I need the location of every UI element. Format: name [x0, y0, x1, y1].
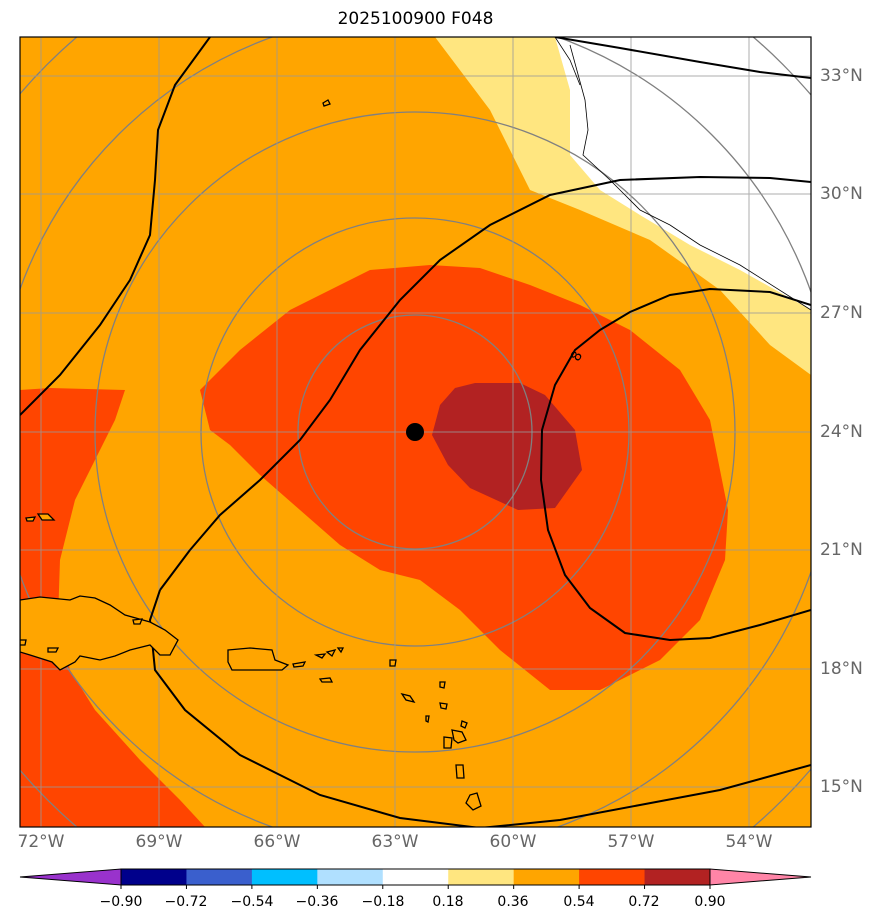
thin-lines — [554, 37, 811, 311]
field-white — [555, 37, 811, 310]
islands — [20, 99, 482, 811]
colorbar-tick-label: 0.72 — [628, 894, 660, 910]
lat-label: 33°N — [820, 66, 863, 86]
colorbar-segment — [644, 869, 711, 885]
colorbar-segment — [579, 869, 646, 885]
colorbar-segment — [448, 869, 515, 885]
colorbar-segment — [382, 869, 449, 885]
lat-label: 21°N — [820, 540, 863, 560]
colorbar-tick-label: 0.36 — [497, 894, 529, 910]
lon-label: 66°W — [253, 832, 301, 852]
field-darkred — [432, 383, 582, 510]
colorbar-segment — [19, 868, 122, 886]
colorbar-segment — [709, 868, 812, 886]
colorbar-tick-label: 0.54 — [563, 894, 595, 910]
colorbar-border — [120, 868, 711, 886]
colorbar-tick-label: −0.72 — [164, 894, 208, 910]
gridlines — [20, 37, 811, 827]
lat-label: 18°N — [820, 659, 863, 679]
lon-label: 63°W — [371, 832, 419, 852]
colorbar-tick-label: −0.54 — [230, 894, 274, 910]
field-redorange-west — [20, 388, 205, 827]
map-title: 2025100900 F048 — [337, 9, 494, 29]
lat-label: 30°N — [820, 184, 863, 204]
lat-label: 15°N — [820, 777, 863, 797]
colorbar-tick-label: 0.18 — [432, 894, 464, 910]
colorbar-segment — [317, 869, 384, 885]
lat-label: 24°N — [820, 422, 863, 442]
lon-label: 60°W — [489, 832, 537, 852]
lon-label: 54°W — [725, 832, 773, 852]
map-panel: 8 — [19, 36, 812, 828]
colorbar-segment — [186, 869, 253, 885]
colorbar-tick-label: 0.90 — [694, 894, 726, 910]
contours — [20, 37, 811, 827]
lat-label: 27°N — [820, 303, 863, 323]
map-frame — [19, 36, 812, 828]
lon-label: 69°W — [135, 832, 183, 852]
colorbar-segment — [513, 869, 580, 885]
colorbar — [19, 868, 812, 889]
colorbar-tick-label: −0.90 — [99, 894, 143, 910]
colorbar-tick-label: −0.36 — [295, 894, 339, 910]
colorbar-tick-label: −0.18 — [361, 894, 405, 910]
lon-label: 72°W — [17, 832, 65, 852]
lon-label: 57°W — [607, 832, 655, 852]
colorbar-segment — [121, 869, 187, 885]
storm-center-dot — [406, 423, 424, 441]
colorbar-segment — [251, 869, 318, 885]
